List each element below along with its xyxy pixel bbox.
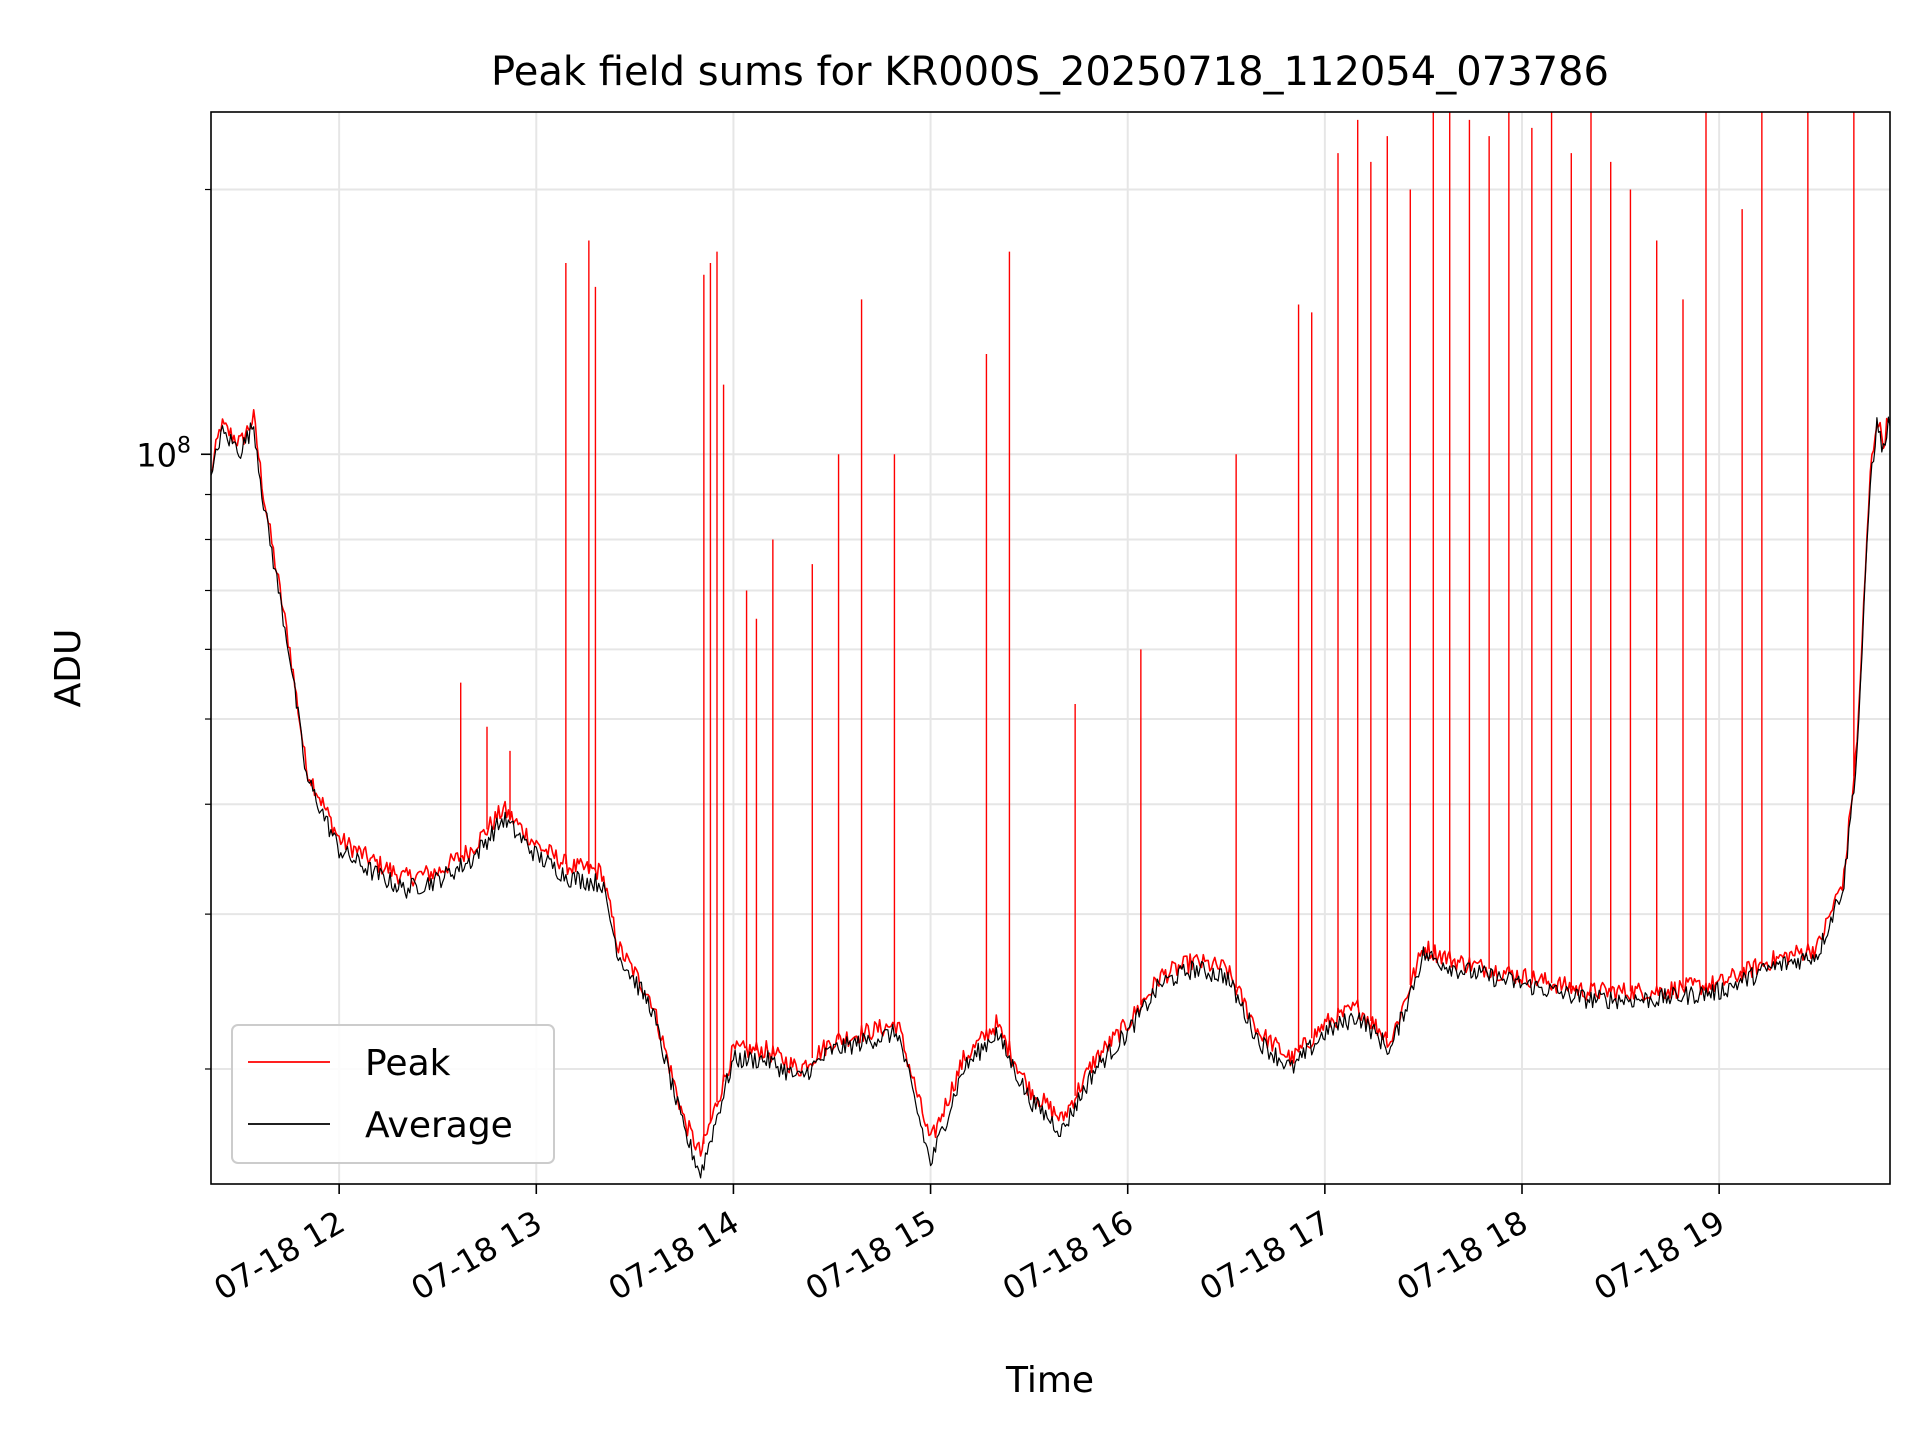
chart-title: Peak field sums for KR000S_20250718_1120… [491, 49, 1609, 95]
y-tick-label: 108 [136, 433, 191, 474]
legend-box [231, 1024, 555, 1164]
legend: Peak Average [231, 1024, 555, 1164]
plot-frame [210, 111, 1891, 1185]
y-axis-label: ADU [48, 629, 89, 708]
legend-peak-label: Peak [365, 1043, 451, 1084]
series-line-average [210, 416, 1891, 1179]
x-axis-label: Time [1005, 1360, 1094, 1401]
legend-average-label: Average [365, 1105, 513, 1146]
series-layer [210, 112, 1891, 1179]
